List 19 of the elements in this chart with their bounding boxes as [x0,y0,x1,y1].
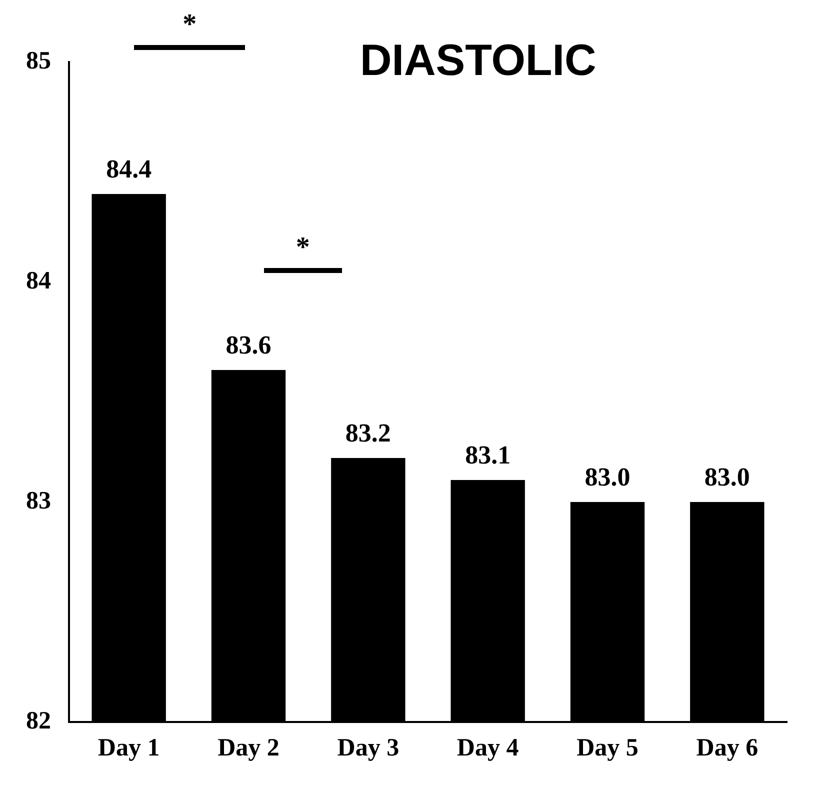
x-tick-label: Day 3 [337,734,400,762]
data-label: 84.4 [106,154,152,184]
x-tick-label: Day 4 [456,734,520,762]
y-tick-label: 85 [26,47,51,74]
text: * [182,9,197,41]
data-label: 83.0 [704,462,750,492]
x-tick-label: Day 1 [98,734,160,762]
x-tick-label: Day 2 [218,734,280,762]
chart-title: DIASTOLIC [360,36,596,86]
data-label: 83.1 [465,440,511,470]
data-label: 83.0 [584,462,630,492]
x-tick-label: Day 5 [576,734,638,762]
data-label: 83.2 [345,418,391,448]
y-tick-label: 83 [26,487,51,514]
y-tick-label: 82 [26,707,51,734]
data-label: 83.6 [226,330,272,360]
x-tick-label: Day 6 [696,734,758,762]
y-tick-label: 84 [26,267,52,294]
annotation: * [296,232,310,264]
